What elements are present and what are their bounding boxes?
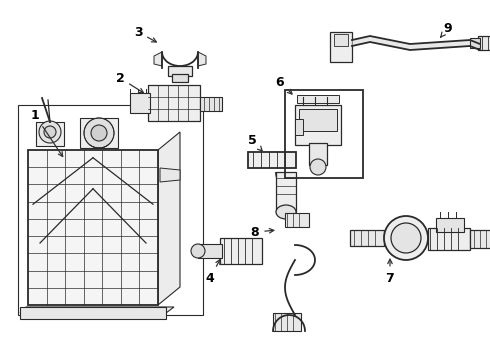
Bar: [148, 85, 200, 121]
Circle shape: [44, 126, 56, 138]
Bar: [28, 150, 158, 305]
Bar: [297, 95, 339, 103]
Ellipse shape: [276, 205, 296, 219]
Bar: [198, 244, 222, 258]
Circle shape: [39, 121, 61, 143]
Text: 8: 8: [251, 225, 274, 239]
Bar: [248, 152, 296, 168]
Bar: [350, 230, 384, 246]
Text: 5: 5: [247, 134, 262, 151]
Bar: [334, 34, 348, 46]
Bar: [478, 36, 490, 50]
Ellipse shape: [191, 244, 205, 258]
Bar: [220, 238, 262, 264]
Polygon shape: [36, 122, 64, 146]
Circle shape: [91, 125, 107, 141]
Text: 1: 1: [31, 108, 63, 157]
Bar: [273, 313, 301, 331]
Bar: [200, 97, 222, 111]
Text: 7: 7: [386, 259, 394, 284]
Ellipse shape: [384, 216, 428, 260]
Bar: [309, 143, 327, 165]
Bar: [470, 38, 480, 48]
Text: 3: 3: [134, 26, 156, 42]
Polygon shape: [154, 52, 162, 66]
Bar: [428, 228, 470, 250]
Bar: [130, 93, 150, 113]
Bar: [168, 66, 192, 76]
Polygon shape: [198, 52, 206, 66]
Ellipse shape: [391, 223, 421, 253]
Bar: [285, 90, 363, 178]
Circle shape: [84, 118, 114, 148]
Bar: [295, 105, 341, 145]
Bar: [470, 230, 490, 248]
Circle shape: [310, 159, 326, 175]
Polygon shape: [20, 307, 166, 319]
Text: 2: 2: [116, 72, 144, 93]
Bar: [18, 105, 203, 315]
Bar: [276, 172, 296, 212]
Polygon shape: [160, 168, 180, 182]
Polygon shape: [158, 132, 180, 305]
Bar: [436, 218, 464, 232]
Text: 9: 9: [441, 22, 452, 37]
Bar: [299, 109, 337, 131]
Bar: [295, 119, 303, 135]
Bar: [330, 32, 352, 62]
Polygon shape: [80, 118, 118, 148]
Bar: [172, 74, 188, 82]
Bar: [285, 213, 309, 227]
Polygon shape: [20, 307, 174, 313]
Text: 6: 6: [276, 76, 292, 94]
Text: 4: 4: [206, 260, 220, 284]
